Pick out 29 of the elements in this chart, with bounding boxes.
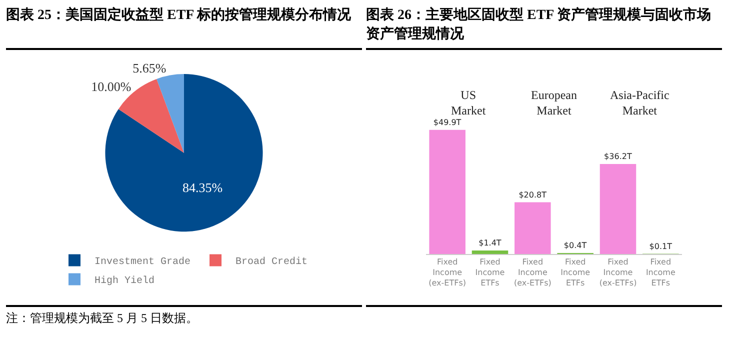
legend-label: High Yield — [94, 275, 155, 288]
pie-slice — [156, 74, 184, 153]
x-tick-label: Fixed Income ETFs — [475, 258, 505, 288]
bar — [514, 202, 551, 254]
chart-title: 图表 25：美国固定收益型 ETF 标的按管理规模分布情况 — [6, 6, 362, 50]
data-label: $1.4T — [478, 238, 502, 248]
bar — [472, 250, 508, 254]
text: 注：管理规模为截至 5 月 5 日数据。 — [6, 305, 362, 326]
x-tick-label: Fixed Income (ex-ETFs) — [599, 258, 637, 288]
text: US Market — [451, 88, 486, 118]
text: Asia-Pacific Market — [610, 88, 670, 118]
data-label: $0.4T — [564, 241, 587, 250]
bar — [600, 164, 636, 254]
bar — [429, 130, 466, 254]
data-label: 10.00% — [91, 78, 132, 94]
data-label: 84.35% — [182, 180, 223, 196]
text: European Market — [531, 88, 577, 118]
data-label: $0.1T — [649, 242, 672, 251]
legend-label: Investment Grade — [94, 256, 191, 268]
legend-label: Broad Credit — [236, 256, 308, 268]
x-tick-label: Fixed Income ETFs — [646, 258, 676, 288]
x-tick-label: Fixed Income (ex-ETFs) — [514, 258, 552, 288]
x-tick-label: Fixed Income ETFs — [560, 258, 590, 288]
data-label: $20.8T — [518, 190, 547, 200]
x-tick-label: Fixed Income (ex-ETFs) — [428, 258, 466, 288]
data-label: $49.9T — [433, 118, 462, 127]
chart-title: 图表 26：主要地区固收型 ETF 资产管理规模与固收市场资产管理规情况 — [366, 6, 722, 50]
data-label: 5.65% — [132, 60, 166, 76]
data-label: $36.2T — [604, 152, 632, 161]
